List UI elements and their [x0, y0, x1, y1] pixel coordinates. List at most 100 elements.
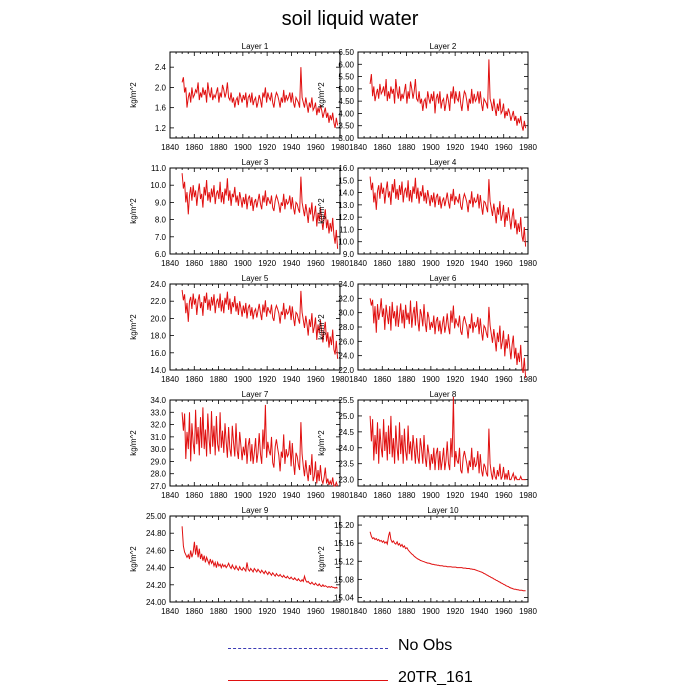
panel-4-ytick-label: 13.0: [338, 201, 354, 210]
panel-4-xtick-label: 1980: [519, 259, 537, 268]
panel-1-frame: [169, 51, 341, 139]
legend-label-20tr-161: 20TR_161: [398, 669, 473, 686]
panel-8-xtick-label: 1840: [349, 491, 367, 500]
panel-5-xtick-label: 1860: [185, 375, 203, 384]
panel-2-ytick-label: 4.00: [338, 109, 354, 118]
panel-8-xtick-label: 1960: [495, 491, 513, 500]
panel-2-ylabel: kg/m^2: [317, 82, 326, 108]
panel-4-xtick-label: 1900: [422, 259, 440, 268]
panel-1-xtick-label: 1920: [258, 143, 276, 152]
panel-2-xtick-label: 1920: [446, 143, 464, 152]
panel-7-xtick-label: 1880: [210, 491, 228, 500]
panel-3-ytick-label: 6.0: [155, 250, 167, 259]
panel-9-xtick-label: 1900: [234, 607, 252, 616]
panel-7-ylabel: kg/m^2: [129, 430, 138, 456]
panel-9-ylabel: kg/m^2: [129, 546, 138, 572]
panel-10-ytick-label: 15.04: [334, 593, 355, 602]
panel-8-ytick-label: 25.5: [338, 396, 354, 405]
panel-7-ytick-label: 31.0: [150, 433, 166, 442]
panel-8-ytick-label: 23.5: [338, 460, 354, 469]
panel-9-ytick-label: 25.00: [146, 512, 167, 521]
panel-7-title: Layer 7: [242, 390, 269, 399]
panel-7-xtick-label: 1980: [331, 491, 349, 500]
panel-7-ytick-label: 28.0: [150, 470, 166, 479]
panel-9-xtick-label: 1880: [210, 607, 228, 616]
panel-6-ytick-label: 28.0: [338, 323, 354, 332]
panel-7-ytick-label: 33.0: [150, 408, 166, 417]
panel-6-ytick-label: 26.0: [338, 337, 354, 346]
panel-3-ytick-label: 10.0: [150, 181, 166, 190]
legend-entry-no-obs: No Obs: [228, 637, 548, 659]
panel-8-ylabel: kg/m^2: [317, 430, 326, 456]
legend-label-no-obs: No Obs: [398, 637, 453, 654]
panel-1: Layer 1 kg/m^2 1840 1860 1880 1900 1920 1940 196…: [129, 42, 349, 152]
panel-1-ytick-label: 2.4: [155, 63, 167, 72]
panel-7-ytick-label: 34.0: [150, 396, 166, 405]
panel-7-ytick-label: 27.0: [150, 482, 166, 491]
panel-4-ytick-label: 15.0: [338, 176, 354, 185]
panel-6-xtick-label: 1980: [519, 375, 537, 384]
panel-4: Layer 4 kg/m^2 1840 1860 1880 1900 1920 1940 196…: [317, 158, 537, 268]
panel-2-ytick-label: 6.00: [338, 60, 354, 69]
panel-10-ylabel: kg/m^2: [317, 546, 326, 572]
panel-2-title: Layer 2: [430, 42, 457, 51]
panel-5-ylabel: kg/m^2: [129, 314, 138, 340]
panel-8-xtick-label: 1860: [373, 491, 391, 500]
panel-1-xtick-label: 1900: [234, 143, 252, 152]
panel-9-series-line: [181, 526, 338, 589]
panel-3-ytick-label: 8.0: [155, 216, 167, 225]
panel-1-ytick-label: 1.2: [155, 124, 167, 133]
panel-8-xtick-label: 1980: [519, 491, 537, 500]
panel-3-ytick-label: 7.0: [155, 233, 167, 242]
panel-8-ytick-label: 24.5: [338, 428, 354, 437]
panel-4-ytick-label: 9.0: [343, 250, 355, 259]
panel-7-series-line: [181, 404, 339, 487]
panel-7-xtick-label: 1940: [283, 491, 301, 500]
panel-2-xtick-label: 1980: [519, 143, 537, 152]
panel-6-xtick-label: 1920: [446, 375, 464, 384]
legend-line-no-obs: [228, 648, 388, 649]
chart-title: soil liquid water: [281, 8, 419, 30]
panel-1-xtick-label: 1840: [161, 143, 179, 152]
panel-1-ytick-label: 2.0: [155, 83, 167, 92]
panel-5-xtick-label: 1940: [283, 375, 301, 384]
panel-2-ytick-label: 6.50: [338, 48, 354, 57]
panel-3-title: Layer 3: [242, 158, 269, 167]
panel-4-ytick-label: 12.0: [338, 213, 354, 222]
panel-3-xtick-label: 1960: [307, 259, 325, 268]
panel-9-ytick-label: 24.40: [146, 564, 167, 573]
panel-3-xtick-label: 1940: [283, 259, 301, 268]
panel-8-xtick-label: 1880: [398, 491, 416, 500]
panel-7-ytick-label: 30.0: [150, 445, 166, 454]
panel-1-xtick-label: 1880: [210, 143, 228, 152]
panel-9: Layer 9 kg/m^2 1840 1860 1880 1900 1920 1940 196…: [129, 506, 349, 616]
panel-3-xtick-label: 1900: [234, 259, 252, 268]
panel-6-ytick-label: 32.0: [338, 294, 354, 303]
panel-1-ylabel: kg/m^2: [129, 82, 138, 108]
panel-6-frame: [357, 283, 529, 371]
panel-1-xtick-label: 1860: [185, 143, 203, 152]
panel-2-xtick-label: 1900: [422, 143, 440, 152]
panel-4-ytick-label: 11.0: [339, 225, 355, 234]
panel-4-xtick-label: 1960: [495, 259, 513, 268]
panel-5-series-line: [181, 289, 339, 359]
panel-3-ytick-label: 9.0: [155, 198, 167, 207]
panel-4-xtick-label: 1860: [373, 259, 391, 268]
panel-10-xtick-label: 1880: [398, 607, 416, 616]
legend-line-20tr-161: [228, 680, 388, 681]
panel-9-xtick-label: 1940: [283, 607, 301, 616]
panel-2: Layer 2 kg/m^2 1840 1860 1880 1900 1920 1940 196…: [317, 42, 537, 152]
panel-9-ytick-label: 24.80: [146, 529, 167, 538]
panel-8-ytick-label: 24.0: [338, 444, 354, 453]
panel-3: Layer 3 kg/m^2 1840 1860 1880 1900 1920 1940 196…: [129, 158, 349, 268]
panel-8-series-line: [369, 396, 526, 482]
panel-9-ytick-label: 24.60: [146, 546, 167, 555]
panel-7-ytick-label: 32.0: [150, 421, 166, 430]
legend-entry-20tr-161: 20TR_161: [228, 669, 548, 691]
panel-2-xtick-label: 1860: [373, 143, 391, 152]
panel-6-ytick-label: 30.0: [338, 309, 354, 318]
panel-1-xtick-label: 1940: [283, 143, 301, 152]
panel-9-xtick-label: 1920: [258, 607, 276, 616]
panel-5-xtick-label: 1900: [234, 375, 252, 384]
panel-6-ytick-label: 22.0: [338, 366, 354, 375]
